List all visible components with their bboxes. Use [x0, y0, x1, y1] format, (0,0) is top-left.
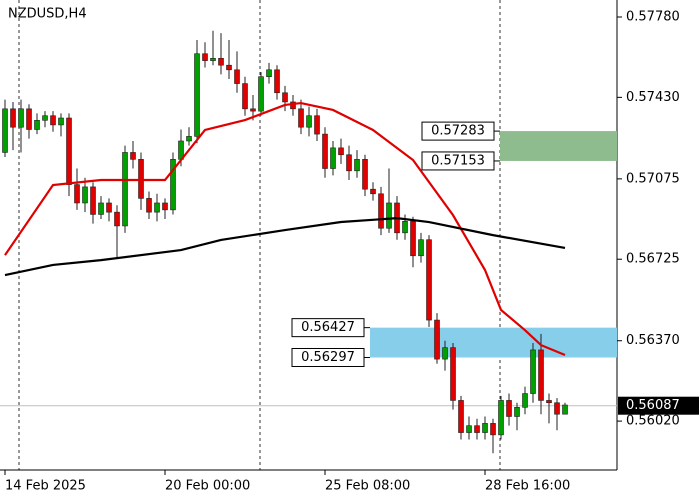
candle-body: [250, 108, 256, 112]
candle-body: [338, 147, 344, 156]
moving-average: [4, 217, 566, 277]
candle-body: [314, 115, 320, 135]
candle-body: [226, 64, 232, 71]
x-tick-label: 14 Feb 2025: [5, 479, 86, 494]
candle-body: [58, 117, 64, 126]
candle-body: [386, 202, 392, 229]
current-price-label: 0.56087: [626, 398, 680, 413]
candle-body: [106, 202, 112, 213]
candle-body: [98, 202, 104, 215]
candle-body: [482, 423, 488, 433]
candle-body: [490, 423, 496, 436]
y-tick-label: 0.56370: [626, 333, 680, 348]
candle-body: [418, 239, 424, 257]
candle-body: [378, 193, 384, 229]
candle-body: [34, 120, 40, 130]
price-zone: [500, 131, 617, 161]
candle-body: [402, 221, 408, 234]
y-tick-label: 0.56020: [626, 414, 680, 429]
y-tick-label: 0.57075: [626, 171, 680, 186]
zone-label: 0.56297: [301, 350, 355, 365]
price-zone: [370, 327, 617, 358]
moving-average: [4, 101, 566, 356]
candle-body: [242, 83, 248, 110]
candle-body: [370, 188, 376, 195]
candle-body: [426, 239, 432, 321]
candle-body: [18, 108, 24, 128]
candle-body: [170, 159, 176, 211]
y-tick-label: 0.56725: [626, 252, 680, 267]
candle-body: [10, 108, 16, 128]
zone-label: 0.57283: [431, 124, 485, 139]
candle-body: [266, 69, 272, 77]
candle-body: [162, 202, 168, 211]
zone-label: 0.57153: [431, 153, 485, 168]
candle-body: [130, 152, 136, 160]
y-tick-label: 0.57780: [626, 9, 680, 24]
candle-body: [234, 69, 240, 84]
candle-body: [474, 425, 480, 433]
candle-body: [210, 58, 216, 61]
candle-body: [410, 221, 416, 257]
candle-body: [82, 186, 88, 204]
candle-body: [218, 58, 224, 66]
candle-body: [146, 198, 152, 213]
candle-body: [434, 319, 440, 360]
candle-body: [122, 152, 128, 227]
candle-body: [2, 108, 8, 153]
candle-body: [194, 53, 200, 137]
candle-body: [306, 115, 312, 128]
candle-body: [538, 349, 544, 401]
x-tick-label: 25 Feb 08:00: [325, 479, 410, 494]
candle-body: [450, 347, 456, 401]
candle-body: [202, 53, 208, 61]
candle-body: [66, 117, 72, 185]
candle-body: [138, 159, 144, 199]
candle-body: [282, 92, 288, 103]
candle-body: [186, 136, 192, 142]
y-tick-label: 0.57430: [626, 90, 680, 105]
candle-body: [442, 347, 448, 360]
candle-body: [522, 393, 528, 408]
candle-body: [42, 115, 48, 121]
candle-body: [458, 400, 464, 433]
candle-body: [330, 147, 336, 169]
candle-body: [514, 407, 520, 417]
candle-body: [154, 202, 160, 213]
candle-body: [562, 404, 568, 415]
candle-body: [546, 400, 552, 404]
candle-body: [90, 186, 96, 215]
candle-body: [274, 69, 280, 94]
chart-title: NZDUSD,H4: [8, 7, 87, 22]
zone-label: 0.56427: [301, 320, 355, 335]
candle-body: [498, 400, 504, 436]
current-price-box: [618, 396, 699, 415]
candle-body: [50, 115, 56, 126]
x-tick-label: 20 Feb 00:00: [165, 479, 250, 494]
candle-body: [298, 108, 304, 128]
candle-body: [258, 76, 264, 112]
candle-body: [362, 159, 368, 190]
candle-body: [554, 402, 560, 415]
candle-body: [74, 184, 80, 204]
x-tick-label: 28 Feb 16:00: [485, 479, 570, 494]
candle-body: [26, 108, 32, 130]
candle-body: [530, 349, 536, 394]
candle-body: [322, 133, 328, 169]
candle-body: [346, 154, 352, 172]
candle-body: [354, 159, 360, 172]
candle-body: [506, 400, 512, 417]
candle-body: [114, 211, 120, 227]
candle-body: [466, 425, 472, 433]
